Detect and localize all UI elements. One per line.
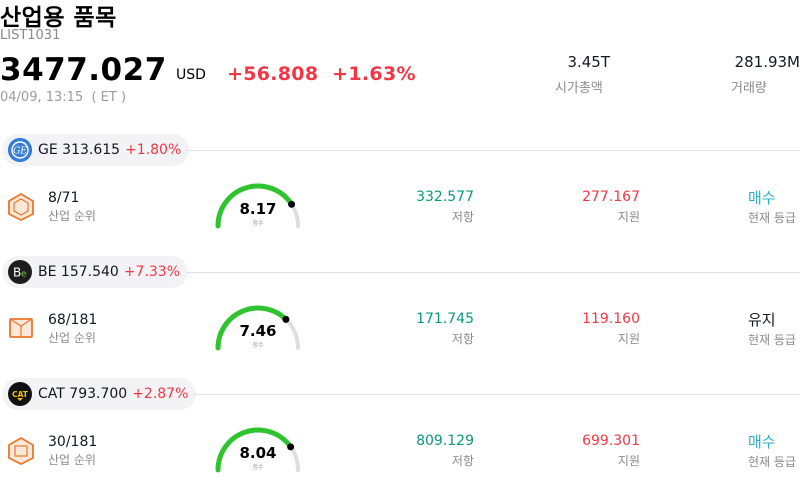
support-value: 699.301 bbox=[582, 433, 640, 449]
ticker: BE bbox=[38, 264, 57, 280]
gauge-marker bbox=[288, 200, 296, 208]
rating-label: 현재 등급 bbox=[748, 333, 796, 347]
ticker-change: +7.33% bbox=[123, 264, 181, 280]
gauge-marker bbox=[282, 315, 290, 323]
stock-pill-cat[interactable]: CAT CAT 793.700 +2.87% bbox=[2, 378, 197, 410]
volume-label: 거래량 bbox=[731, 81, 767, 96]
support-label: 지원 bbox=[617, 332, 640, 346]
ticker: CAT bbox=[38, 386, 65, 402]
gauge-fill bbox=[215, 305, 289, 351]
list-code: LIST1031 bbox=[0, 28, 61, 43]
support-label: 지원 bbox=[617, 210, 640, 224]
page-title: 산업용 품목 bbox=[0, 5, 117, 31]
resistance-value: 809.129 bbox=[416, 433, 474, 449]
ticker-price: 793.700 bbox=[69, 386, 128, 402]
industry-rank-icon bbox=[8, 192, 34, 222]
support-value: 277.167 bbox=[582, 189, 640, 205]
industry-rank-label: 산업 순위 bbox=[48, 331, 96, 345]
score-label: 점수 bbox=[252, 220, 264, 227]
score-value: 7.46 bbox=[239, 322, 277, 340]
currency-label: USD bbox=[176, 67, 206, 83]
resistance-label: 저항 bbox=[451, 332, 474, 346]
stock-pill-ge[interactable]: GE GE 313.615 +1.80% bbox=[2, 134, 190, 166]
ticker-price: 157.540 bbox=[60, 264, 119, 280]
score-value: 8.04 bbox=[239, 444, 277, 462]
industry-rank-icon bbox=[8, 436, 34, 466]
industry-rank-label: 산업 순위 bbox=[48, 453, 96, 467]
cat-logo-icon: CAT bbox=[8, 382, 32, 406]
score-label: 점수 bbox=[252, 342, 264, 349]
rating-label: 현재 등급 bbox=[748, 211, 796, 225]
support-value: 119.160 bbox=[582, 311, 640, 327]
resistance-label: 저항 bbox=[451, 210, 474, 224]
ge-logo-icon: GE bbox=[8, 138, 32, 162]
ticker: GE bbox=[38, 142, 58, 158]
timestamp: 04/09, 13:15 ( ET ) bbox=[0, 90, 127, 105]
rating-signal: 매수 bbox=[748, 189, 776, 207]
price-change: +56.808 +1.63% bbox=[227, 63, 416, 85]
industry-rank: 68/181 bbox=[48, 312, 98, 328]
industry-rank: 30/181 bbox=[48, 434, 98, 450]
score-gauge bbox=[215, 427, 300, 473]
resistance-value: 332.577 bbox=[416, 189, 474, 205]
score-value: 8.17 bbox=[239, 200, 277, 218]
gauge-fill bbox=[215, 183, 295, 229]
rating-signal: 유지 bbox=[748, 311, 776, 329]
svg-text:B: B bbox=[13, 266, 21, 280]
rating-signal: 매수 bbox=[748, 433, 776, 451]
market-cap-label: 시가총액 bbox=[555, 81, 603, 96]
resistance-value: 171.745 bbox=[416, 311, 474, 327]
index-price: 3477.027 bbox=[0, 52, 167, 88]
rating-label: 현재 등급 bbox=[748, 455, 796, 469]
support-label: 지원 bbox=[617, 454, 640, 468]
ticker-change: +2.87% bbox=[132, 386, 189, 402]
market-cap-value: 3.45T bbox=[567, 53, 610, 71]
score-gauge bbox=[215, 183, 300, 229]
industry-rank-icon bbox=[9, 318, 33, 338]
ticker-price: 313.615 bbox=[62, 142, 121, 158]
score-gauge bbox=[215, 305, 300, 351]
gauge-fill bbox=[215, 427, 294, 473]
industry-rank-label: 산업 순위 bbox=[48, 209, 96, 223]
svg-text:GE: GE bbox=[13, 147, 27, 157]
row-divider bbox=[186, 150, 800, 151]
svg-text:CAT: CAT bbox=[12, 390, 29, 399]
score-label: 점수 bbox=[252, 464, 264, 471]
svg-text:e: e bbox=[21, 270, 27, 280]
industry-rank: 8/71 bbox=[48, 190, 80, 206]
row-divider bbox=[194, 394, 800, 395]
gauge-marker bbox=[287, 443, 295, 451]
row-divider bbox=[186, 272, 800, 273]
volume-value: 281.93M bbox=[734, 53, 800, 71]
ticker-change: +1.80% bbox=[125, 142, 182, 158]
resistance-label: 저항 bbox=[451, 454, 474, 468]
